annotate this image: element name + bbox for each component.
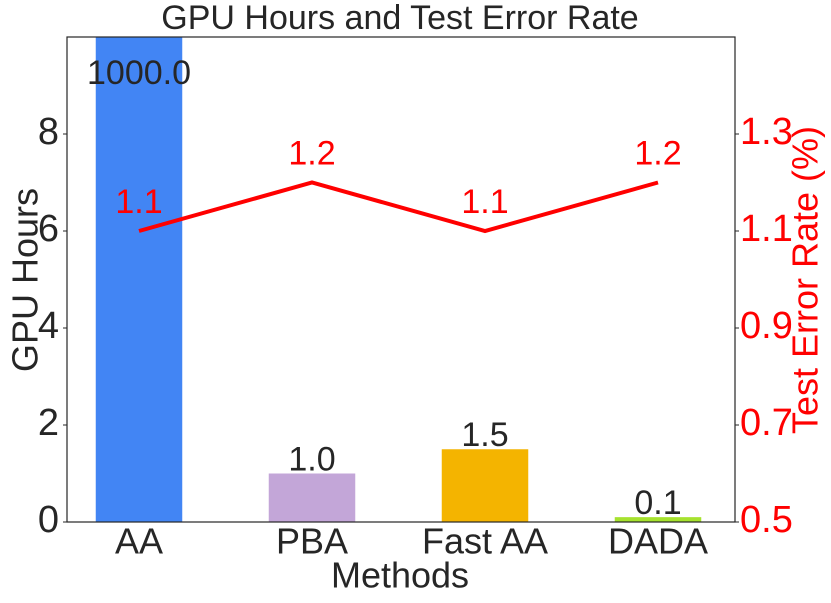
y2-tick-label: 0.5 bbox=[740, 499, 793, 541]
bar bbox=[268, 473, 356, 522]
line-value-label: 1.2 bbox=[634, 134, 681, 172]
bar-value-label: 0.1 bbox=[634, 484, 681, 522]
x-tick-label: Fast AA bbox=[422, 521, 548, 562]
line-value-label: 1.1 bbox=[115, 183, 162, 221]
y-tick-label: 2 bbox=[38, 402, 59, 444]
bar bbox=[441, 449, 529, 522]
bar bbox=[95, 37, 183, 522]
plot-frame bbox=[66, 36, 736, 523]
y2-tick-label: 1.1 bbox=[740, 208, 793, 250]
y2-tick-label: 0.7 bbox=[740, 402, 793, 444]
y-tick-label: 4 bbox=[38, 305, 59, 347]
x-tick-label: DADA bbox=[608, 521, 708, 562]
chart-title: GPU Hours and Test Error Rate bbox=[161, 0, 638, 37]
bar-group bbox=[95, 37, 702, 522]
bar bbox=[614, 517, 702, 522]
y2-tick-label: 0.9 bbox=[740, 305, 793, 347]
y-tick-label: 8 bbox=[38, 111, 59, 153]
x-tick-label: PBA bbox=[276, 521, 348, 562]
line bbox=[138, 180, 659, 234]
x-axis-label: Methods bbox=[331, 555, 469, 596]
y-tick-label: 6 bbox=[38, 208, 59, 250]
y2-axis-label: Test Error Rate (%) bbox=[785, 126, 826, 434]
x-tick-label: AA bbox=[115, 521, 163, 562]
line-value-label: 1.1 bbox=[461, 183, 508, 221]
bar-value-label: 1000.0 bbox=[87, 54, 191, 92]
bar-value-label: 1.0 bbox=[288, 440, 335, 478]
y-axis-label: GPU Hours bbox=[5, 188, 46, 372]
y-tick-label: 0 bbox=[38, 499, 59, 541]
bar-value-label: 1.5 bbox=[461, 416, 508, 454]
y2-tick-label: 1.3 bbox=[740, 111, 793, 153]
line-value-label: 1.2 bbox=[288, 134, 335, 172]
